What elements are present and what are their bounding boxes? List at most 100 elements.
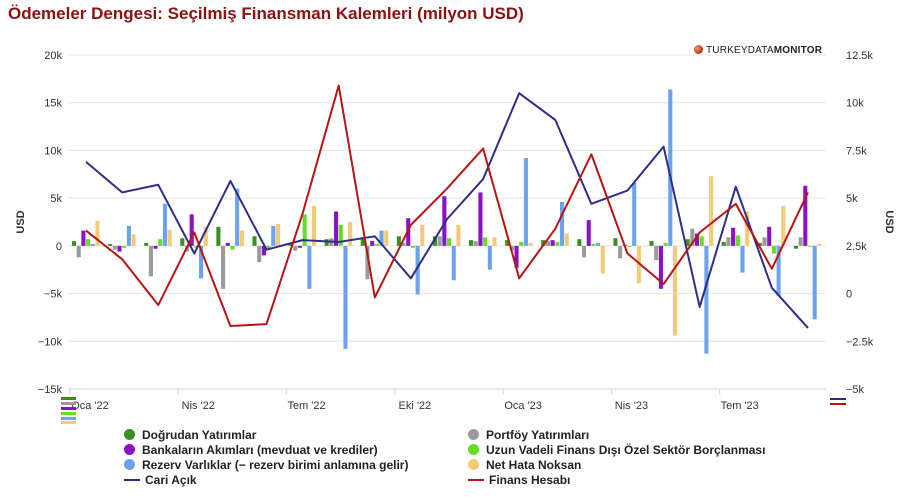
bar[interactable] <box>432 236 438 246</box>
bar[interactable] <box>632 182 637 246</box>
legend-item-cari-acik[interactable]: Cari Açık <box>124 473 197 487</box>
bar[interactable] <box>343 245 348 349</box>
bar[interactable] <box>745 211 750 246</box>
bar[interactable] <box>126 225 131 246</box>
bar[interactable] <box>189 214 194 246</box>
legend-item-portfoy[interactable]: Portföy Yatırımları <box>468 428 589 442</box>
bar[interactable] <box>307 245 312 289</box>
bar[interactable] <box>586 220 591 246</box>
bar[interactable] <box>685 239 690 246</box>
bar[interactable] <box>86 239 91 246</box>
bar[interactable] <box>239 230 244 246</box>
bar[interactable] <box>162 203 168 246</box>
bar[interactable] <box>447 238 452 246</box>
series-line[interactable] <box>85 84 809 328</box>
series-line[interactable] <box>85 92 809 329</box>
legend-item-rezerv[interactable]: Rezerv Varlıklar (− rezerv birimi anlamı… <box>124 458 408 472</box>
bar[interactable] <box>271 225 276 246</box>
bar[interactable] <box>302 214 307 246</box>
bar[interactable] <box>807 245 813 247</box>
bar[interactable] <box>235 188 240 246</box>
bar[interactable] <box>694 233 700 246</box>
bar[interactable] <box>379 230 384 246</box>
bar[interactable] <box>541 240 546 246</box>
bar[interactable] <box>649 241 654 246</box>
bar[interactable] <box>505 240 510 246</box>
bar[interactable] <box>451 245 456 281</box>
bar[interactable] <box>654 245 659 261</box>
bar[interactable] <box>71 241 77 246</box>
bar[interactable] <box>658 245 663 289</box>
bar[interactable] <box>216 226 221 246</box>
bar[interactable] <box>324 239 329 246</box>
bar[interactable] <box>699 236 704 246</box>
bar[interactable] <box>726 237 731 246</box>
bar[interactable] <box>275 223 280 246</box>
bar[interactable] <box>76 245 81 258</box>
bar[interactable] <box>767 226 772 246</box>
bar[interactable] <box>153 245 158 249</box>
bar[interactable] <box>487 245 492 270</box>
bar[interactable] <box>81 230 86 246</box>
bar[interactable] <box>225 242 230 246</box>
bar[interactable] <box>812 245 817 320</box>
bar[interactable] <box>613 238 618 246</box>
bar[interactable] <box>312 205 317 246</box>
bar[interactable] <box>442 196 447 246</box>
bar[interactable] <box>672 245 678 336</box>
bar[interactable] <box>636 245 641 284</box>
bar[interactable] <box>420 224 425 246</box>
bar[interactable] <box>555 242 560 246</box>
bar[interactable] <box>199 245 204 279</box>
bar[interactable] <box>577 239 582 246</box>
legend-item-net-hata[interactable]: Net Hata Noksan <box>468 458 581 472</box>
bar[interactable] <box>757 242 762 246</box>
legend-item-bankalar[interactable]: Bankaların Akımları (mevduat ve krediler… <box>124 443 378 457</box>
bar[interactable] <box>591 243 596 246</box>
bar[interactable] <box>771 245 776 254</box>
bar[interactable] <box>798 237 803 246</box>
bar[interactable] <box>117 245 122 252</box>
bar[interactable] <box>731 227 736 246</box>
bar[interactable] <box>410 245 415 248</box>
bar[interactable] <box>559 201 565 246</box>
bar[interactable] <box>288 242 293 246</box>
bar[interactable] <box>469 240 474 246</box>
bar[interactable] <box>600 245 605 274</box>
bar[interactable] <box>564 233 569 246</box>
bar[interactable] <box>131 234 136 246</box>
bar[interactable] <box>740 245 745 273</box>
bar[interactable] <box>793 245 798 249</box>
bar[interactable] <box>90 243 95 246</box>
bar[interactable] <box>122 245 127 248</box>
left-legend-handle-icon[interactable] <box>61 397 76 420</box>
bar[interactable] <box>483 237 488 246</box>
right-legend-handle-icon[interactable] <box>830 398 846 405</box>
bar[interactable] <box>663 242 668 246</box>
bar[interactable] <box>108 243 113 246</box>
bar[interactable] <box>348 222 353 246</box>
legend-item-uzun-vadeli[interactable]: Uzun Vadeli Finans Dışı Özel Sektör Borç… <box>468 443 765 457</box>
bar[interactable] <box>437 236 442 246</box>
bar[interactable] <box>704 245 709 354</box>
bar[interactable] <box>776 245 781 296</box>
bar[interactable] <box>338 224 343 246</box>
bar[interactable] <box>803 185 808 246</box>
bar[interactable] <box>582 245 587 258</box>
bar[interactable] <box>721 242 726 246</box>
bar[interactable] <box>528 242 533 246</box>
bar[interactable] <box>523 158 528 246</box>
bar[interactable] <box>252 236 257 246</box>
bar[interactable] <box>360 237 365 246</box>
bar[interactable] <box>203 226 208 246</box>
bar[interactable] <box>158 239 163 246</box>
bar[interactable] <box>668 89 673 246</box>
bar[interactable] <box>415 245 420 295</box>
bar[interactable] <box>627 245 632 247</box>
bar[interactable] <box>545 241 550 246</box>
bar[interactable] <box>261 245 266 256</box>
bar[interactable] <box>148 245 153 277</box>
bar[interactable] <box>690 228 695 246</box>
bar[interactable] <box>492 237 497 246</box>
bar[interactable] <box>365 245 370 280</box>
